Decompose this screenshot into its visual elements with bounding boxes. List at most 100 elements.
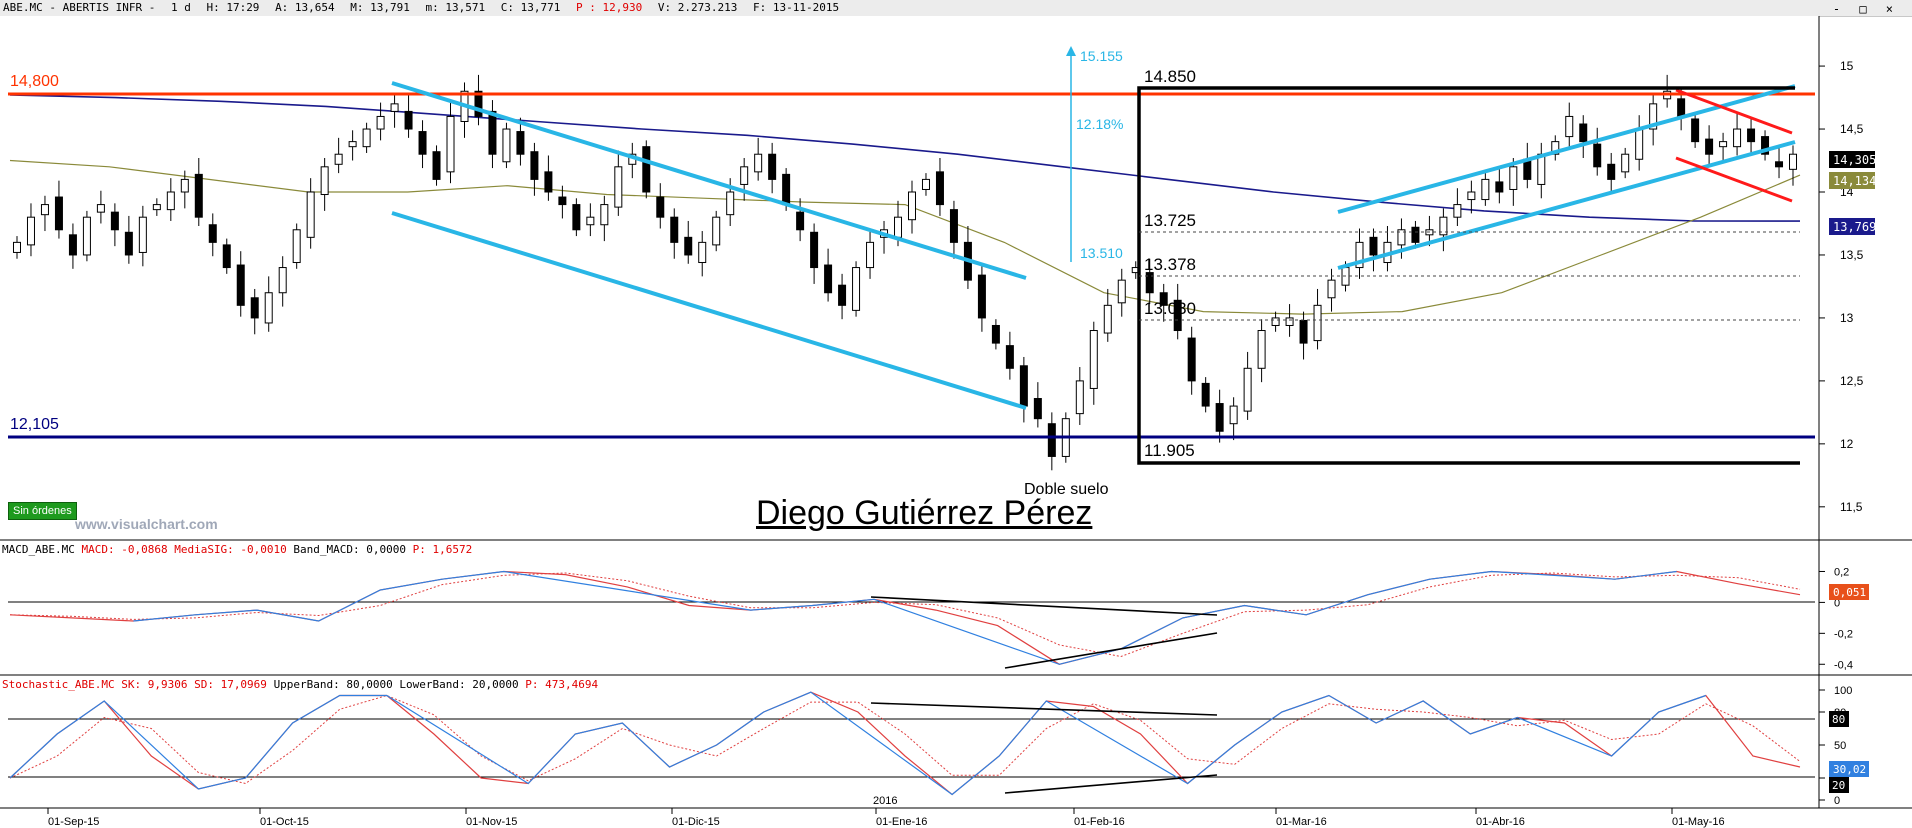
candle-body — [26, 216, 35, 246]
candles — [12, 74, 1798, 471]
candle-body — [1313, 304, 1322, 342]
x-tick-label: 01-Oct-15 — [260, 816, 309, 828]
candle-body — [418, 131, 427, 155]
price-tick-label: 12,5 — [1840, 374, 1864, 388]
candle-body — [907, 191, 916, 221]
macd-name: MACD_ABE.MC — [2, 543, 75, 556]
candle-body — [96, 204, 105, 213]
candle-body — [1481, 178, 1490, 201]
candle-body — [782, 173, 791, 206]
x-tick-label: 01-Dic-15 — [672, 816, 720, 828]
candle-body — [740, 166, 749, 185]
macd-y-axis: 0,2 0 -0,2 -0,4 — [1819, 566, 1853, 671]
stoch-tick-label: 100 — [1834, 685, 1852, 697]
candle-body — [292, 229, 301, 264]
candle-body — [446, 115, 455, 173]
macd-div-top — [870, 596, 1218, 616]
last-price-tag — [1829, 151, 1875, 168]
stoch-tick-label: 0 — [1834, 795, 1840, 807]
candle-body — [1509, 166, 1518, 190]
candle-body — [1467, 191, 1476, 201]
no-orders-badge[interactable]: Sin órdenes — [8, 502, 77, 520]
candle-body — [376, 115, 385, 130]
candle-body — [40, 204, 49, 216]
candle-body — [768, 153, 777, 180]
resistance-label: 14,800 — [10, 73, 59, 90]
price-tick-label: 15 — [1840, 59, 1854, 73]
stoch-sd-line — [9, 694, 1801, 785]
down-channel-upper — [391, 81, 1027, 280]
start-label: 13.510 — [1080, 245, 1123, 261]
candle-body — [600, 204, 609, 226]
price-tick-label: 11,5 — [1840, 500, 1863, 514]
candle-body — [1173, 299, 1182, 332]
candle-body — [1649, 103, 1658, 130]
stoch-name: Stochastic_ABE.MC — [2, 678, 115, 691]
candle-body — [1019, 365, 1028, 407]
candle-body — [1495, 181, 1504, 193]
stoch-upper-value: UpperBand: 80,0000 — [273, 678, 393, 691]
candle-body — [1089, 330, 1098, 389]
candle-body — [516, 131, 525, 155]
box-bottom-label: 11.905 — [1144, 441, 1195, 460]
candle-body — [866, 241, 875, 269]
candle-body — [698, 241, 707, 264]
candle-body — [334, 153, 343, 165]
candle-body — [1551, 141, 1560, 155]
candle-body — [138, 216, 147, 253]
candle-body — [68, 234, 77, 256]
red-channel-upper — [1675, 88, 1793, 135]
double-bottom-label: Doble suelo — [1024, 481, 1109, 498]
candle-body — [1621, 153, 1630, 173]
macd-p-value: P: 1,6572 — [412, 543, 473, 556]
candle-body — [194, 173, 203, 218]
candle-body — [796, 211, 805, 231]
candle-body — [306, 191, 315, 238]
candle-body — [1201, 382, 1210, 407]
candle-body — [1075, 380, 1084, 415]
macd-tag-text: 0,051 — [1833, 586, 1866, 599]
year-marker: 2016 — [873, 795, 897, 807]
percent-label: 12.18% — [1076, 116, 1123, 132]
candle-body — [1327, 279, 1336, 299]
symbol-label: ABE.MC - ABERTIS INFR - — [3, 1, 156, 14]
candle-body — [558, 196, 567, 206]
stoch-sd-value: SD: 17,0969 — [194, 678, 267, 691]
candle-body — [572, 204, 581, 231]
close-label: C: 13,771 — [500, 1, 561, 14]
candle-body — [1033, 398, 1042, 420]
window-controls[interactable]: - □ × — [1832, 2, 1899, 16]
p-label: P : 12,930 — [576, 1, 643, 14]
macd-line-up — [133, 570, 1677, 665]
candle-body — [1271, 317, 1280, 326]
price-tick-label: 13,5 — [1840, 248, 1864, 262]
candle-body — [1635, 128, 1644, 160]
candle-body — [12, 241, 21, 253]
stoch-upper-tag — [1829, 711, 1849, 727]
candle-body — [152, 204, 161, 211]
candle-body — [236, 264, 245, 306]
level-1-label: 13.725 — [1144, 211, 1196, 230]
macd-band-value: Band_MACD: 0,0000 — [293, 543, 407, 556]
stoch-header: Stochastic_ABE.MC SK: 9,9306 SD: 17,0969… — [2, 678, 598, 691]
target-label: 15.155 — [1080, 48, 1123, 64]
price-tick-label: 13 — [1840, 311, 1854, 325]
date-label: F: 13-11-2015 — [752, 1, 840, 14]
candle-body — [1257, 330, 1266, 369]
candle-body — [1229, 405, 1238, 425]
candle-body — [1397, 229, 1406, 246]
candle-body — [390, 103, 399, 112]
x-tick-label: 01-Feb-16 — [1074, 816, 1125, 828]
candle-body — [656, 196, 665, 218]
candle-body — [1117, 279, 1126, 304]
candle-body — [977, 274, 986, 319]
candle-body — [320, 166, 329, 196]
candle-body — [810, 231, 819, 269]
stoch-sk-line — [9, 691, 1801, 796]
candle-body — [110, 211, 119, 231]
candle-body — [544, 171, 553, 193]
stoch-tick-label: 50 — [1834, 740, 1846, 752]
candle-body — [250, 297, 259, 319]
ma-short-text: 14,134 — [1833, 174, 1876, 188]
